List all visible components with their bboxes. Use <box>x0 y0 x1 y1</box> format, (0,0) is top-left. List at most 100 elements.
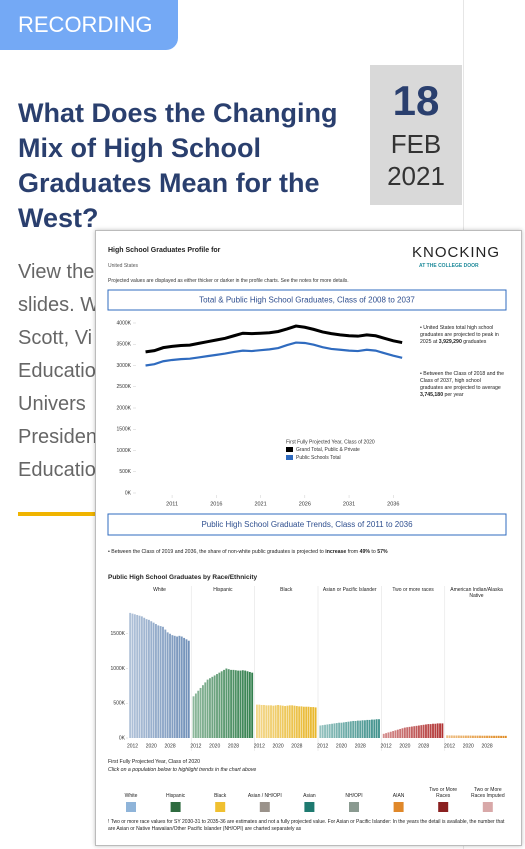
bar <box>176 636 178 738</box>
x-tick-label: 2028 <box>481 743 492 749</box>
x-tick-label: 2028 <box>164 743 175 749</box>
bar <box>392 731 395 738</box>
legend-swatch[interactable] <box>126 802 136 812</box>
bar <box>446 735 449 738</box>
bar <box>211 676 214 738</box>
section-title: Public High School Graduate Trends, Clas… <box>201 520 413 529</box>
panel-label: Asian or Pacific Islander <box>322 587 377 593</box>
bar <box>302 706 305 738</box>
bar <box>197 690 200 738</box>
bar <box>298 706 301 738</box>
bar <box>425 724 427 738</box>
bar <box>460 735 463 738</box>
badge: RECORDING <box>0 0 178 50</box>
bar <box>162 626 164 738</box>
legend-label[interactable]: Black <box>214 793 227 799</box>
bar <box>328 724 331 738</box>
event-title[interactable]: What Does the Changing Mix of High Schoo… <box>18 98 338 233</box>
bar <box>469 735 472 738</box>
event-body: View the slides. W Scott, Vi Educatio Univer… <box>18 256 99 487</box>
y-tick-label: 2000K <box>117 405 132 411</box>
bar <box>363 720 366 738</box>
bar <box>464 735 467 738</box>
legend-label[interactable]: Asian / NH/OPI <box>247 793 282 799</box>
race-title: Public High School Graduates by Race/Eth… <box>108 574 258 581</box>
bar <box>429 724 432 738</box>
logo-sub: AT THE COLLEGE DOOR <box>419 263 479 269</box>
bar <box>204 682 207 738</box>
bar <box>504 735 507 738</box>
bar <box>314 707 317 738</box>
y-tick-label: 3500K <box>117 342 132 348</box>
bar <box>241 670 244 738</box>
bar <box>354 720 357 738</box>
body-line: Educatio <box>18 360 96 382</box>
bar <box>474 735 477 738</box>
bar <box>502 735 505 738</box>
legend-label[interactable]: NH/OPI <box>345 793 363 799</box>
bar <box>335 723 338 738</box>
bar <box>361 720 364 738</box>
date-year: 2021 <box>387 161 445 191</box>
bar <box>277 704 279 738</box>
x-tick-label: 2020 <box>146 743 157 749</box>
bar <box>342 722 345 738</box>
bar <box>178 635 181 738</box>
bar <box>251 672 254 738</box>
bar <box>422 724 425 738</box>
legend-swatch[interactable] <box>349 802 359 812</box>
bar <box>206 679 209 738</box>
legend-label[interactable]: AIAN <box>392 793 405 799</box>
panel-label: Hispanic <box>213 587 233 593</box>
bar <box>246 671 249 738</box>
legend-label[interactable]: Asian <box>303 793 316 799</box>
legend-label[interactable]: Hispanic <box>166 793 186 799</box>
legend-label[interactable]: Two or More Races <box>429 787 458 799</box>
bar <box>417 725 420 738</box>
bar <box>237 670 240 738</box>
bar <box>375 719 378 738</box>
bar <box>378 719 380 738</box>
bar <box>284 706 287 738</box>
y-tick-label: 1000K <box>111 666 126 672</box>
legend-swatch[interactable] <box>259 802 270 812</box>
bar <box>439 723 441 738</box>
bar <box>263 704 265 738</box>
legend-hint: Click on a population below to highlight… <box>108 767 257 773</box>
bar <box>265 705 268 738</box>
x-tick-label: 2020 <box>336 743 347 749</box>
legend-swatch[interactable] <box>438 802 449 812</box>
accent-rule <box>18 512 96 516</box>
bar <box>133 614 136 738</box>
legend-swatch[interactable] <box>215 802 226 812</box>
x-tick-label: 2036 <box>387 501 399 507</box>
logo: KNOCKING <box>412 244 501 261</box>
legend-swatch[interactable] <box>393 802 404 812</box>
x-tick-label: 2028 <box>228 743 239 749</box>
legend-label[interactable]: Two or More Races Imputed <box>470 787 505 799</box>
y-tick-label: 4000K <box>117 320 132 326</box>
bar <box>406 727 409 738</box>
bar <box>300 706 303 738</box>
text-run: • United States total high school gradua… <box>420 325 499 345</box>
bar <box>415 725 418 738</box>
legend-swatch[interactable] <box>304 802 315 812</box>
x-tick-label: 2012 <box>127 743 138 749</box>
legend-swatch[interactable] <box>482 802 493 812</box>
bar <box>476 735 479 738</box>
bar <box>136 614 139 738</box>
section-title: Total & Public High School Graduates, Cl… <box>199 296 415 305</box>
legend-swatch[interactable] <box>170 802 181 812</box>
bar <box>436 723 439 738</box>
bar <box>150 621 153 738</box>
legend-label[interactable]: White <box>124 793 138 799</box>
x-tick-label: 2016 <box>210 501 222 507</box>
bar <box>260 704 263 738</box>
bar <box>326 724 329 738</box>
bar <box>331 723 334 738</box>
bar <box>281 705 284 738</box>
bar <box>209 678 211 738</box>
bar <box>147 619 150 738</box>
bar <box>479 735 481 738</box>
legend-label: Public Schools Total <box>296 455 341 461</box>
